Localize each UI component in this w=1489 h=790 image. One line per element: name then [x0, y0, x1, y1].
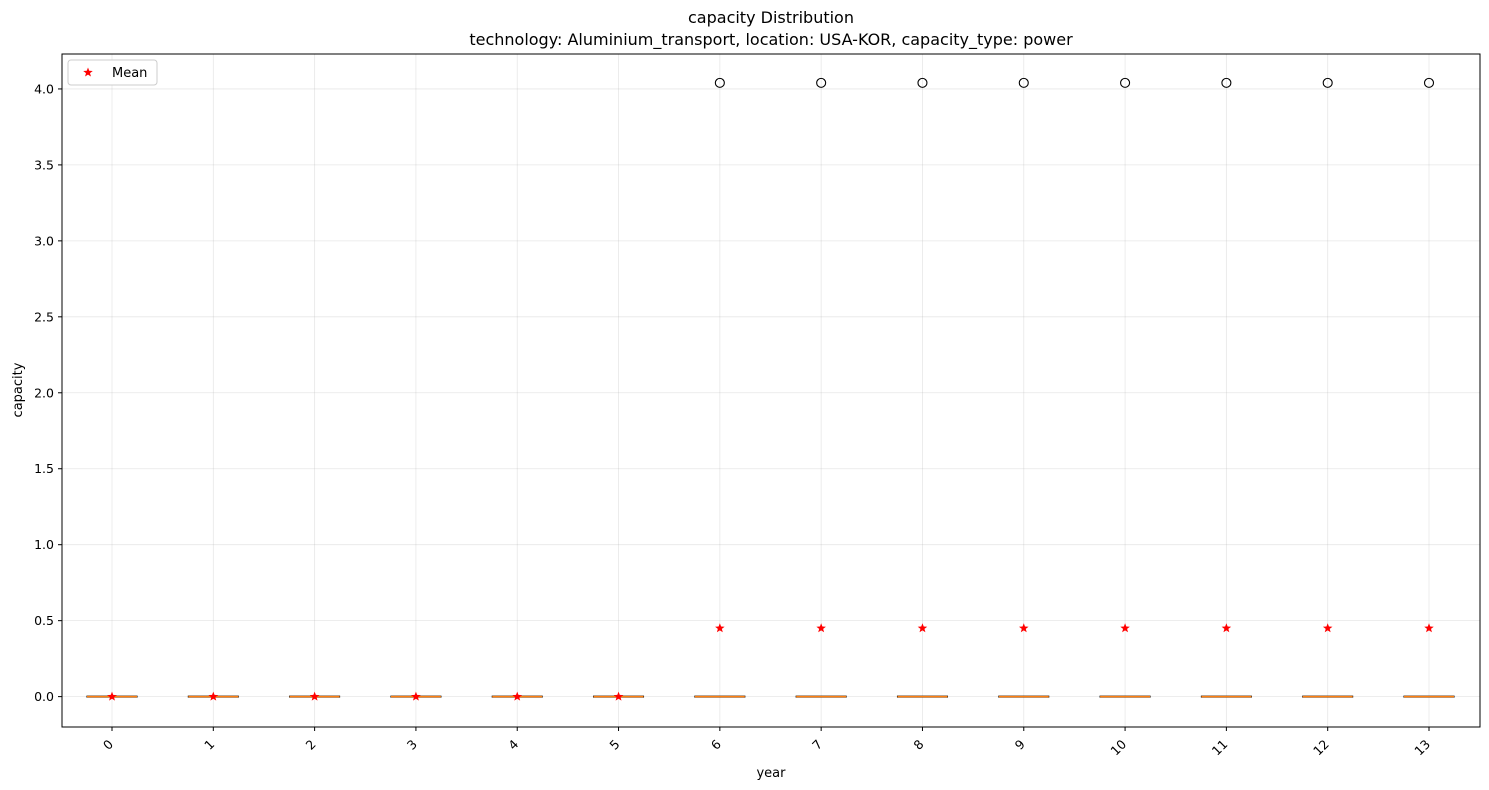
- x-tick-label: 11: [1209, 737, 1231, 759]
- mean-marker: [1221, 623, 1232, 633]
- x-tick-label: 12: [1310, 737, 1332, 759]
- chart-title: capacity Distribution: [688, 8, 854, 27]
- x-tick-label: 7: [809, 737, 825, 753]
- x-tick-label: 6: [708, 736, 724, 752]
- x-tick-label: 3: [404, 737, 420, 753]
- outlier-point: [1120, 77, 1131, 88]
- legend: Mean: [67, 59, 158, 86]
- plot-area-frame: [61, 53, 1481, 728]
- x-tick-label: 5: [606, 737, 622, 753]
- x-tick-label: 8: [910, 736, 926, 752]
- x-axis-label: year: [756, 766, 786, 781]
- mean-marker: [309, 691, 320, 701]
- y-tick-label: 3.5: [34, 157, 54, 172]
- y-tick-label: 0.0: [34, 689, 54, 704]
- y-tick-label: 1.5: [34, 461, 54, 476]
- x-axis-ticks: 0 1 2 3 4 5 6 7 8 9 10 11 12 13: [100, 727, 1433, 758]
- mean-marker: [1424, 623, 1434, 633]
- markers: [107, 77, 1435, 701]
- outlier-point: [1221, 77, 1232, 88]
- grid: [62, 54, 1480, 727]
- mean-marker: [715, 623, 725, 633]
- y-tick-label: 2.0: [34, 385, 54, 400]
- mean-marker: [107, 691, 117, 701]
- mean-marker: [411, 691, 421, 701]
- y-tick-label: 3.0: [34, 233, 54, 248]
- mean-marker: [512, 691, 522, 701]
- x-tick-label: 0: [100, 736, 116, 752]
- outlier-point: [1322, 77, 1333, 88]
- outlier-point: [816, 77, 827, 88]
- x-tick-label: 1: [201, 737, 217, 753]
- legend-mean-marker: [83, 67, 93, 77]
- mean-marker: [208, 691, 219, 701]
- outlier-point: [714, 77, 725, 88]
- legend-frame: [67, 59, 158, 86]
- mean-marker: [1322, 623, 1333, 633]
- mean-marker: [613, 691, 624, 701]
- y-tick-label: 0.5: [34, 613, 54, 628]
- mean-marker: [1019, 623, 1029, 633]
- x-tick-label: 9: [1012, 736, 1028, 752]
- chart-subtitle: technology: Aluminium_transport, locatio…: [469, 30, 1073, 50]
- mean-marker: [1120, 623, 1130, 633]
- outlier-point: [917, 77, 928, 88]
- y-axis-label: capacity: [11, 362, 26, 417]
- legend-label-mean: Mean: [112, 66, 147, 81]
- x-tick-label: 13: [1411, 737, 1433, 759]
- x-tick-label: 10: [1107, 736, 1129, 758]
- y-tick-label: 4.0: [34, 81, 54, 96]
- outlier-point: [1018, 77, 1029, 88]
- y-tick-label: 1.0: [34, 537, 54, 552]
- mean-marker: [816, 623, 826, 633]
- x-tick-label: 2: [303, 737, 319, 753]
- x-tick-label: 4: [505, 736, 521, 752]
- y-tick-label: 2.5: [34, 309, 54, 324]
- mean-marker: [917, 623, 928, 633]
- y-axis-ticks: 0.0 0.5 1.0 1.5 2.0 2.5 3.0 3.5 4.0: [34, 81, 62, 704]
- outlier-point: [1423, 77, 1435, 88]
